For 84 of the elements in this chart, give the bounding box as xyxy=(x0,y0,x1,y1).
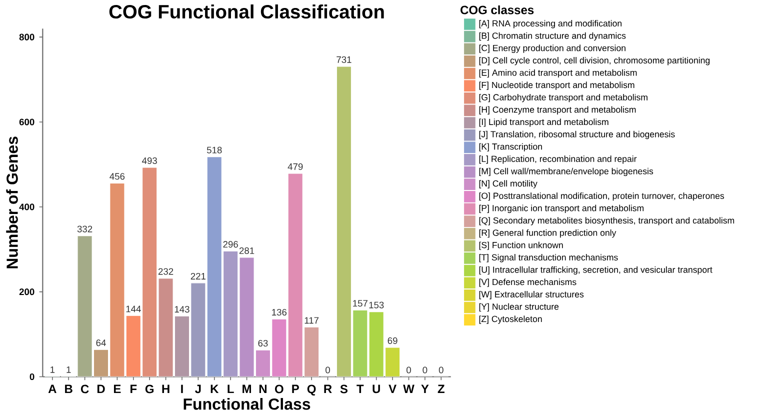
legend-label: [N] Cell motility xyxy=(479,180,538,188)
x-tick-label: V xyxy=(388,384,396,393)
data-label: 1 xyxy=(66,366,71,373)
legend-label: [F] Nucleotide transport and metabolism xyxy=(479,82,634,90)
x-tick-label: L xyxy=(228,384,234,393)
data-label: 332 xyxy=(77,226,92,232)
legend-title: COG classes xyxy=(460,5,534,14)
data-label: 0 xyxy=(422,366,428,374)
x-tick-label: F xyxy=(130,384,137,393)
data-label: 69 xyxy=(388,337,398,344)
legend-label: [K] Transcription xyxy=(479,143,542,152)
x-tick-label: B xyxy=(65,384,72,393)
x-tick-label: I xyxy=(181,384,183,393)
legend-label: [J] Translation, ribosomal structure and biogenesis xyxy=(479,130,675,139)
x-tick-label: Q xyxy=(307,384,316,396)
x-tick-label: N xyxy=(259,384,267,393)
legend-label: [I] Lipid transport and metabolism xyxy=(479,118,608,127)
x-tick-label: O xyxy=(275,384,284,394)
x-tick-label: T xyxy=(356,384,364,393)
legend-label: [S] Function unknown xyxy=(479,242,563,250)
legend-label: [V] Defense mechanisms xyxy=(479,278,576,287)
legend-label: [L] Replication, recombination and repair xyxy=(479,155,637,164)
y-tick-label: 200 xyxy=(19,288,34,296)
data-label: 63 xyxy=(258,340,268,346)
y-axis-title: Number of Genes xyxy=(6,136,18,268)
data-label: 731 xyxy=(336,56,352,63)
data-label: 153 xyxy=(369,302,384,308)
data-label: 0 xyxy=(326,366,330,374)
legend-label: [W] Extracellular structures xyxy=(479,290,584,300)
x-tick-label: H xyxy=(162,384,170,393)
x-tick-label: S xyxy=(340,384,348,394)
legend-label: [O] Posttranslational modification, protein turnover, chaperones xyxy=(479,192,724,201)
legend-label: [B] Chromatin structure and dynamics xyxy=(479,32,626,40)
data-label: 518 xyxy=(206,146,222,154)
chart-title: COG Functional Classification xyxy=(109,4,384,18)
y-tick-label: 0 xyxy=(30,373,34,380)
data-label: 281 xyxy=(239,247,254,254)
x-tick-label: K xyxy=(210,384,219,393)
legend-label: [P] Inorganic ion transport and metabolism xyxy=(479,204,644,213)
data-label: 456 xyxy=(110,172,125,180)
data-label: 136 xyxy=(272,308,287,316)
x-tick-label: A xyxy=(48,384,56,393)
data-label: 144 xyxy=(126,306,141,312)
x-axis-title: Functional Class xyxy=(184,398,310,410)
legend-label: [A] RNA processing and modification xyxy=(479,20,622,28)
legend-label: [C] Energy production and conversion xyxy=(479,44,626,53)
data-label: 157 xyxy=(353,300,368,307)
legend-label: [U] Intracellular trafficking, secretion, and vesicular transport xyxy=(479,266,712,274)
data-label: 296 xyxy=(223,240,238,248)
x-tick-label: D xyxy=(97,384,105,393)
data-label: 0 xyxy=(406,366,411,374)
x-tick-label: U xyxy=(372,384,380,394)
legend-label: [Q] Secondary metabolites biosynthesis, transport and catabolism xyxy=(479,216,734,226)
legend-label: [H] Coenzyme transport and metabolism xyxy=(479,106,636,114)
x-tick-label: Z xyxy=(438,384,444,393)
y-tick-label: 400 xyxy=(19,204,34,210)
x-tick-label: Y xyxy=(421,384,429,393)
y-tick-label: 600 xyxy=(19,118,34,126)
x-tick-label: E xyxy=(114,384,121,393)
legend-label: [R] General function prediction only xyxy=(479,229,616,238)
x-tick-label: W xyxy=(403,384,414,393)
legend-label: [G] Carbohydrate transport and metabolism xyxy=(479,94,648,102)
x-tick-label: R xyxy=(324,384,332,393)
data-label: 232 xyxy=(158,268,174,275)
data-label: 493 xyxy=(142,157,157,164)
legend-label: [D] Cell cycle control, cell division, chromosome partitioning xyxy=(479,56,710,66)
legend-label: [M] Cell wall/membrane/envelope biogenesis xyxy=(479,168,654,176)
x-tick-label: J xyxy=(195,384,201,394)
legend-label: [Y] Nuclear structure xyxy=(479,303,559,312)
data-label: 1 xyxy=(50,366,55,373)
data-label: 143 xyxy=(174,306,190,312)
data-label: 117 xyxy=(304,317,319,324)
y-tick-label: 800 xyxy=(19,34,34,40)
legend-label: [E] Amino acid transport and metabolism xyxy=(479,69,637,78)
x-tick-label: M xyxy=(242,384,251,393)
data-label: 64 xyxy=(96,339,106,346)
x-tick-label: G xyxy=(145,384,154,394)
x-tick-label: P xyxy=(292,384,299,393)
data-label: 479 xyxy=(288,163,303,170)
data-label: 221 xyxy=(190,272,206,280)
data-label: 0 xyxy=(438,366,444,374)
x-tick-label: C xyxy=(80,384,89,394)
legend-label: [T] Signal transduction mechanisms xyxy=(479,254,618,262)
legend-label: [Z] Cytoskeleton xyxy=(479,316,542,324)
